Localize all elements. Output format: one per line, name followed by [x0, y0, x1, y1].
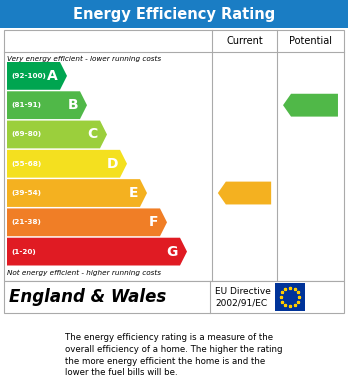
- Polygon shape: [7, 179, 147, 207]
- Text: (69-80): (69-80): [11, 131, 41, 138]
- Text: Very energy efficient - lower running costs: Very energy efficient - lower running co…: [7, 56, 161, 62]
- Text: (1-20): (1-20): [11, 249, 36, 255]
- Text: C: C: [88, 127, 98, 142]
- Text: Energy Efficiency Rating: Energy Efficiency Rating: [73, 7, 275, 22]
- Bar: [4, 30, 344, 281]
- Bar: [4, 281, 344, 313]
- Text: G: G: [167, 245, 178, 258]
- Text: (81-91): (81-91): [11, 102, 41, 108]
- Text: B: B: [68, 98, 78, 112]
- Text: 49: 49: [238, 187, 255, 199]
- Text: D: D: [106, 157, 118, 171]
- Polygon shape: [7, 238, 187, 265]
- Text: EU Directive
2002/91/EC: EU Directive 2002/91/EC: [215, 287, 271, 307]
- Text: (92-100): (92-100): [11, 73, 46, 79]
- Text: F: F: [149, 215, 158, 229]
- Text: A: A: [47, 69, 58, 83]
- Bar: [275, 283, 305, 311]
- Polygon shape: [7, 62, 67, 90]
- Bar: [0, 0, 348, 28]
- Polygon shape: [218, 181, 271, 204]
- Polygon shape: [283, 94, 338, 117]
- Text: The energy efficiency rating is a measure of the
overall efficiency of a home. T: The energy efficiency rating is a measur…: [65, 333, 283, 377]
- Text: 83: 83: [304, 99, 321, 112]
- Text: Potential: Potential: [289, 36, 332, 46]
- Text: E: E: [128, 186, 138, 200]
- Text: Current: Current: [226, 36, 263, 46]
- Polygon shape: [7, 208, 167, 236]
- Polygon shape: [7, 91, 87, 119]
- Text: (21-38): (21-38): [11, 219, 41, 225]
- Polygon shape: [7, 120, 107, 148]
- Polygon shape: [7, 150, 127, 178]
- Text: England & Wales: England & Wales: [9, 288, 166, 306]
- Text: (39-54): (39-54): [11, 190, 41, 196]
- Text: Not energy efficient - higher running costs: Not energy efficient - higher running co…: [7, 270, 161, 276]
- Text: (55-68): (55-68): [11, 161, 41, 167]
